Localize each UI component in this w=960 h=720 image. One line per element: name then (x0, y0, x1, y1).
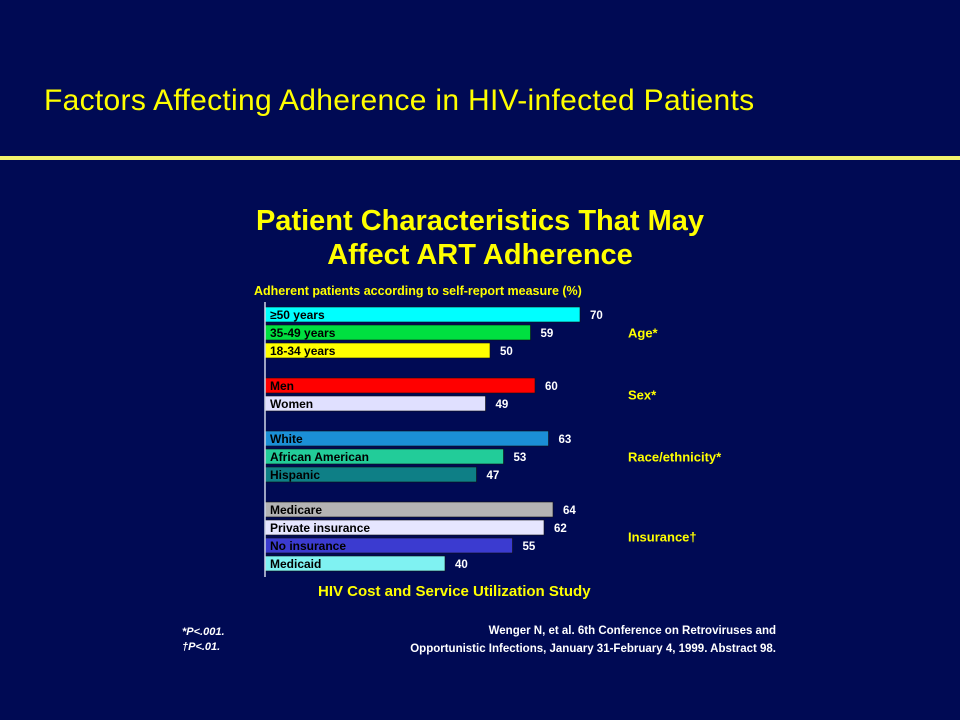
bar-label: Men (270, 379, 294, 393)
bar-label: No insurance (270, 539, 346, 553)
data-label: 53 (514, 452, 527, 464)
data-label: 64 (563, 505, 576, 517)
data-label: 40 (455, 559, 468, 571)
study-name: HIV Cost and Service Utilization Study (318, 583, 591, 600)
slide-title: Factors Affecting Adherence in HIV-infec… (44, 84, 755, 117)
data-label: 50 (500, 346, 513, 358)
chart-subtitle: Adherent patients according to self-repo… (254, 284, 582, 298)
data-label: 59 (541, 328, 554, 340)
group-label: Sex* (628, 388, 657, 403)
data-label: 63 (559, 434, 572, 446)
data-label: 62 (554, 523, 567, 535)
bar-label: Medicare (270, 503, 322, 517)
bar-white (264, 430, 549, 447)
data-label: 49 (496, 399, 509, 411)
data-label: 60 (545, 381, 558, 393)
group-label: Race/ethnicity* (628, 450, 722, 465)
bar-label: White (270, 432, 303, 446)
chart-title-line2: Affect ART Adherence (327, 239, 633, 271)
bar-men (264, 377, 536, 394)
bar-label: Medicaid (270, 557, 321, 571)
data-label: 55 (523, 541, 536, 553)
bar-label: 18-34 years (270, 344, 336, 358)
bar-label: ≥50 years (270, 308, 325, 322)
group-label: Age* (628, 326, 659, 341)
group-label: Insurance† (628, 530, 697, 545)
reference: Wenger N, et al. 6th Conference on Retro… (314, 622, 776, 658)
reference-line1: Wenger N, et al. 6th Conference on Retro… (488, 625, 776, 637)
reference-line2: Opportunistic Infections, January 31-Feb… (410, 643, 776, 655)
chart-title-line1: Patient Characteristics That May (255, 205, 705, 237)
bar-label: Women (270, 397, 313, 411)
bar-label: African American (270, 450, 369, 464)
footnote-p01: †P<.01. (182, 641, 221, 653)
title-divider (0, 156, 960, 160)
footnote-p001: *P<.001. (182, 626, 225, 638)
bar-label: Private insurance (270, 521, 370, 535)
data-label: 47 (487, 470, 500, 482)
bar-label: 35-49 years (270, 326, 336, 340)
bar-label: Hispanic (270, 468, 320, 482)
data-label: 70 (590, 310, 603, 322)
chart-title: Patient Characteristics That May Affect … (220, 204, 740, 272)
